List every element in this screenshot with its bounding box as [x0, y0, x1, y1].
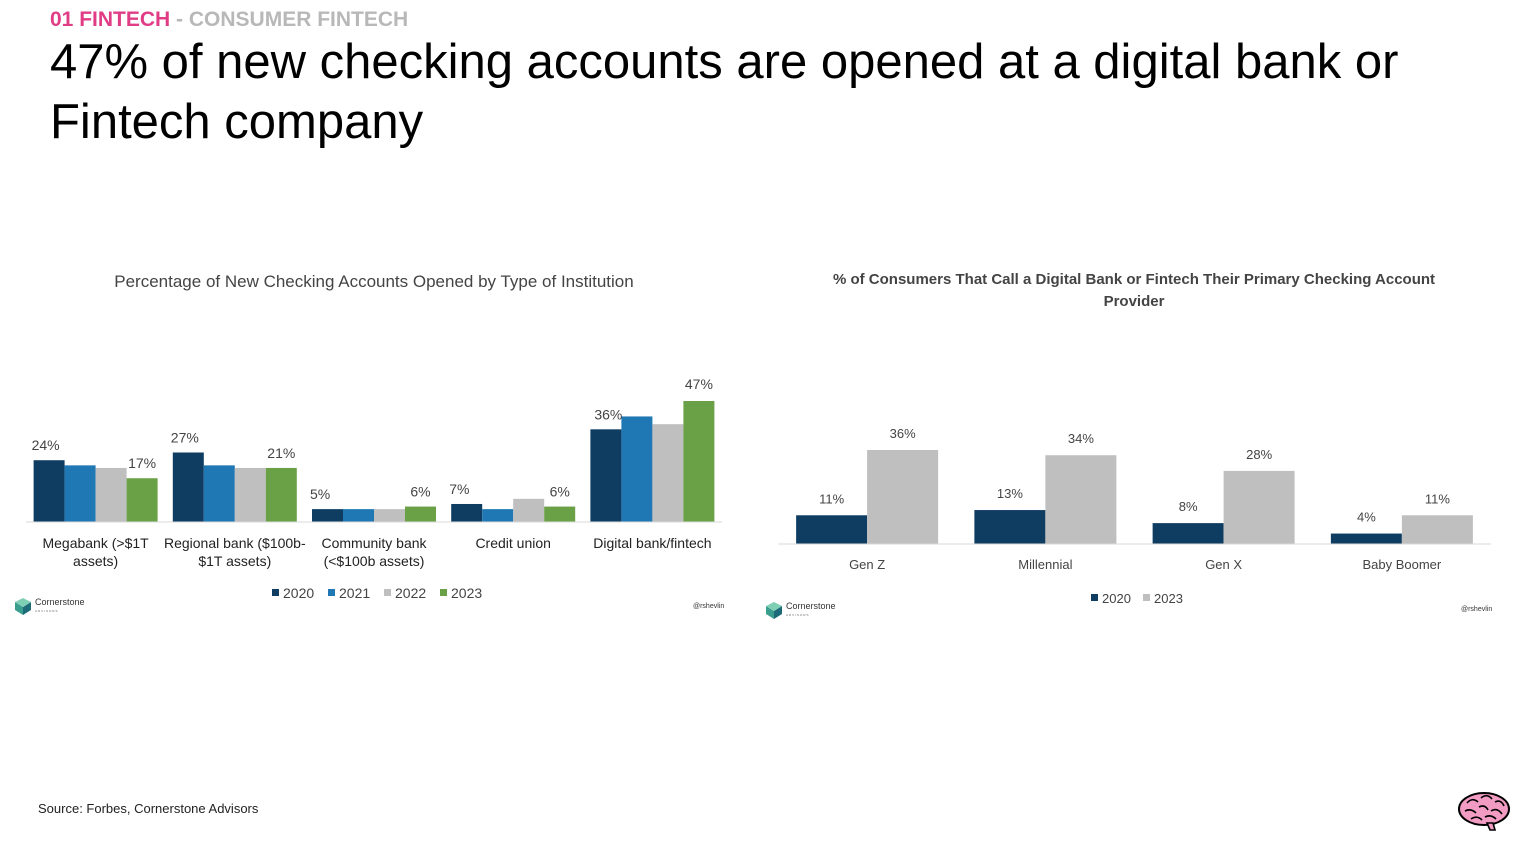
chart-title-line2: Provider: [1104, 293, 1165, 310]
bar: [234, 467, 266, 522]
data-label: 6%: [550, 484, 570, 500]
data-label: 5%: [310, 486, 330, 502]
bar: [513, 498, 545, 522]
credit-right: @rshevlin: [1461, 606, 1493, 613]
data-label: 8%: [1179, 499, 1198, 514]
cornerstone-logo-icon: [765, 602, 783, 620]
kicker-separator: -: [170, 8, 189, 31]
category-label: Gen Z: [849, 557, 885, 572]
category-label: Credit union: [475, 535, 551, 551]
bar: [312, 509, 343, 522]
data-label: 27%: [171, 429, 199, 445]
data-label: 17%: [128, 455, 156, 471]
category-label: Megabank (>$1T: [42, 535, 149, 551]
chart-title: Percentage of New Checking Accounts Open…: [114, 272, 633, 291]
source-note: Source: Forbes, Cornerstone Advisors: [38, 801, 259, 816]
bar: [95, 467, 127, 522]
data-label: 36%: [594, 406, 622, 422]
legend-label: 2023: [451, 585, 482, 601]
logo-brand: Cornerstone: [786, 601, 836, 611]
bar: [683, 401, 715, 522]
bar: [265, 467, 297, 522]
category-label: Baby Boomer: [1362, 557, 1441, 572]
credit-left: @rshevlin: [693, 603, 725, 610]
bar: [1152, 523, 1224, 544]
legend-swatch: [1091, 594, 1098, 601]
bar: [1045, 455, 1117, 544]
data-label: 34%: [1068, 431, 1094, 446]
bar: [482, 509, 514, 522]
bar: [590, 429, 622, 522]
category-label: $1T assets): [198, 553, 271, 569]
bar: [544, 506, 576, 522]
bar: [405, 506, 436, 522]
brain-icon: [1457, 789, 1511, 831]
bar: [126, 478, 158, 522]
bar: [1401, 515, 1473, 544]
data-label: 4%: [1357, 510, 1376, 525]
bar: [796, 515, 868, 544]
legend-label: 2020: [1102, 591, 1131, 606]
bar: [621, 416, 653, 522]
cornerstone-logo-right: Cornerstone ADVISORS: [765, 602, 836, 620]
data-label: 24%: [32, 437, 60, 453]
legend-label: 2021: [339, 585, 370, 601]
chart-title-line1: % of Consumers That Call a Digital Bank …: [833, 271, 1435, 288]
data-label: 13%: [997, 486, 1023, 501]
bar: [374, 509, 405, 522]
bar: [1330, 533, 1402, 544]
bar: [867, 450, 939, 544]
legend-label: 2022: [395, 585, 426, 601]
category-label: Millennial: [1018, 557, 1072, 572]
legend-swatch: [384, 589, 391, 596]
category-label: Digital bank/fintech: [593, 535, 711, 551]
data-label: 11%: [819, 491, 844, 506]
category-label: Regional bank ($100b-: [164, 535, 306, 551]
bar: [343, 509, 374, 522]
legend-swatch: [328, 589, 335, 596]
legend-swatch: [440, 589, 447, 596]
logo-brand-sub: ADVISORS: [786, 613, 810, 617]
logo-brand: Cornerstone: [35, 597, 85, 607]
category-label: Gen X: [1205, 557, 1242, 572]
data-label: 47%: [685, 376, 713, 392]
data-label: 28%: [1246, 447, 1272, 462]
data-label: 36%: [890, 426, 916, 441]
bar: [203, 465, 235, 522]
bar: [33, 460, 65, 522]
data-label: 7%: [449, 481, 469, 497]
legend-label: 2020: [283, 585, 314, 601]
bar: [974, 510, 1046, 544]
cornerstone-logo-left: Cornerstone ADVISORS: [14, 598, 85, 616]
legend-swatch: [272, 589, 279, 596]
cornerstone-logo-icon: [14, 598, 32, 616]
data-label: 6%: [410, 484, 430, 500]
category-label: (<$100b assets): [324, 553, 425, 569]
data-label: 21%: [267, 445, 295, 461]
legend-label: 2023: [1154, 591, 1183, 606]
bar: [652, 424, 684, 522]
legend-swatch: [1143, 594, 1150, 601]
category-label: assets): [73, 553, 118, 569]
bar: [172, 452, 204, 522]
page-title: 47% of new checking accounts are opened …: [50, 35, 1399, 149]
bar: [451, 503, 483, 522]
section-label: 01 FINTECH: [50, 8, 171, 31]
bar: [64, 465, 96, 522]
section-kicker: 01 FINTECH - CONSUMER FINTECH: [50, 8, 408, 32]
bar: [1223, 470, 1295, 544]
logo-brand-sub: ADVISORS: [35, 609, 59, 613]
subsection-label: CONSUMER FINTECH: [188, 8, 409, 31]
category-label: Community bank: [321, 535, 427, 551]
data-label: 11%: [1425, 491, 1450, 506]
